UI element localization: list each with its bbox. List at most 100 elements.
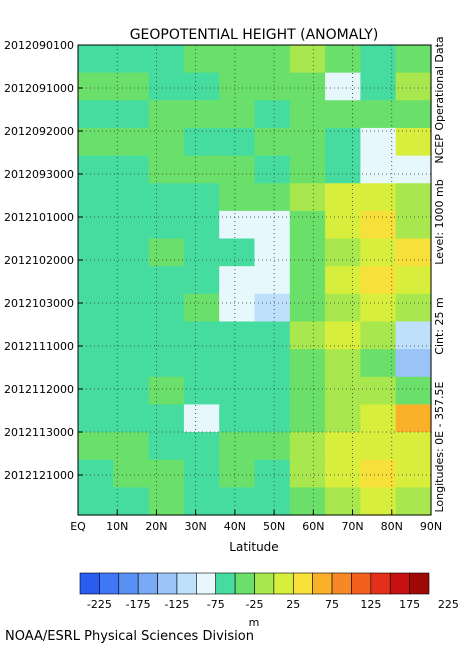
heatmap-cell [360,321,397,350]
heatmap-cell [254,210,291,240]
heatmap-cell [325,321,361,350]
heatmap-cell [148,155,185,184]
heatmap-cell [113,45,150,74]
heatmap-cell [289,100,326,129]
heatmap-cell [325,155,361,184]
heatmap-cell [113,266,150,295]
heatmap-cell [325,72,361,101]
y-axis-ticks: 2012090100 2012091000 2012092000 2012093000… [4,39,83,482]
colorbar-swatch [215,572,236,595]
heatmap-cell [219,72,256,101]
heatmap-cell [360,183,397,212]
heatmap-cell [395,459,432,488]
heatmap-cell [289,349,326,378]
y-tick-label: 2012092000 [4,125,74,138]
heatmap-cell [148,45,185,74]
plot-frame [77,44,432,516]
heatmap-cell [254,100,291,129]
heatmap-cell [183,487,220,516]
heatmap-cell [395,404,432,433]
colorbar-swatch [292,572,313,595]
heatmap-cell [148,238,185,267]
heatmap-cell [254,183,291,212]
heatmap-cell [360,266,397,295]
heatmap-cell [360,376,397,406]
x-tick-label: 70N [341,520,363,533]
heatmap-cell [219,487,256,516]
y-tick-label: 2012090100 [4,39,74,52]
side-labels: NCEP Operational Data Level: 1000 mb Cint:… [433,36,446,512]
heatmap-cell [113,100,150,129]
heatmap-cell [395,210,432,240]
heatmap-cell [183,210,220,240]
x-tick-label: 60N [302,520,324,533]
heatmap-cell [395,238,432,267]
colorbar-swatch [137,572,158,595]
colorbar-tick-label: 25 [286,598,300,611]
y-tick-label: 2012102000 [4,254,74,267]
heatmap-cell [78,127,114,157]
heatmap-cell [148,183,185,212]
colorbar-tick-label: 225 [438,598,459,611]
heatmap-cell [219,376,256,406]
heatmap-cell [325,459,361,488]
heatmap-cell [219,432,256,461]
heatmap-cell [148,432,185,461]
x-tick-label: 80N [381,520,403,533]
side-label: Level: 1000 mb [433,179,446,264]
heatmap-cell [254,155,291,184]
heatmap-cell [395,127,432,157]
side-label: NCEP Operational Data [433,36,446,163]
heatmap-cell [325,293,361,323]
heatmap-cell [113,376,150,406]
heatmap-cell [219,349,256,378]
heatmap-cell [254,487,291,516]
heatmap-cell [325,487,361,516]
heatmap-cell [183,45,220,74]
heatmap-cell [254,127,291,157]
y-tick-label: 2012121000 [4,469,74,482]
colorbar-swatch [273,572,294,595]
heatmap-cell [113,72,150,101]
heatmap-cell [113,183,150,212]
heatmap-cell [183,127,220,157]
heatmap-cell [360,127,397,157]
heatmap-cell [78,100,114,129]
footer-credit: NOAA/ESRL Physical Sciences Division [5,629,254,644]
heatmap-cell [183,459,220,488]
heatmap-cell [183,376,220,406]
colorbar-swatch [234,572,255,595]
heatmap-cell [395,45,432,74]
heatmap-cell [219,127,256,157]
heatmap-cell [148,459,185,488]
heatmap-cell [113,210,150,240]
colorbar-swatch [351,572,372,595]
heatmap-cell [219,183,256,212]
heatmap-cell [148,72,185,101]
heatmap-cell [148,127,185,157]
heatmap-cell [113,321,150,350]
colorbar-swatch [389,572,410,595]
heatmap-cell [325,376,361,406]
colorbar-swatch [157,572,178,595]
heatmap-cell [360,293,397,323]
heatmap-cell [395,376,432,406]
heatmap-cell [78,155,114,184]
colorbar-swatch [409,572,430,595]
heatmap-cell [148,293,185,323]
heatmap-cell [113,155,150,184]
heatmap-cell [148,376,185,406]
heatmap-cell [113,349,150,378]
colorbar-swatch [331,572,352,595]
heatmap-cell [183,155,220,184]
heatmap-cell [254,45,291,74]
heatmap-cell [254,321,291,350]
x-tick-label: 40N [224,520,246,533]
heatmap-cell [395,349,432,378]
chart-title: GEOPOTENTIAL HEIGHT (ANOMALY) [130,27,379,43]
heatmap-cell [183,100,220,129]
heatmap-cell [183,266,220,295]
colorbar-tick-label: -25 [246,598,264,611]
y-tick-label: 2012103000 [4,297,74,310]
